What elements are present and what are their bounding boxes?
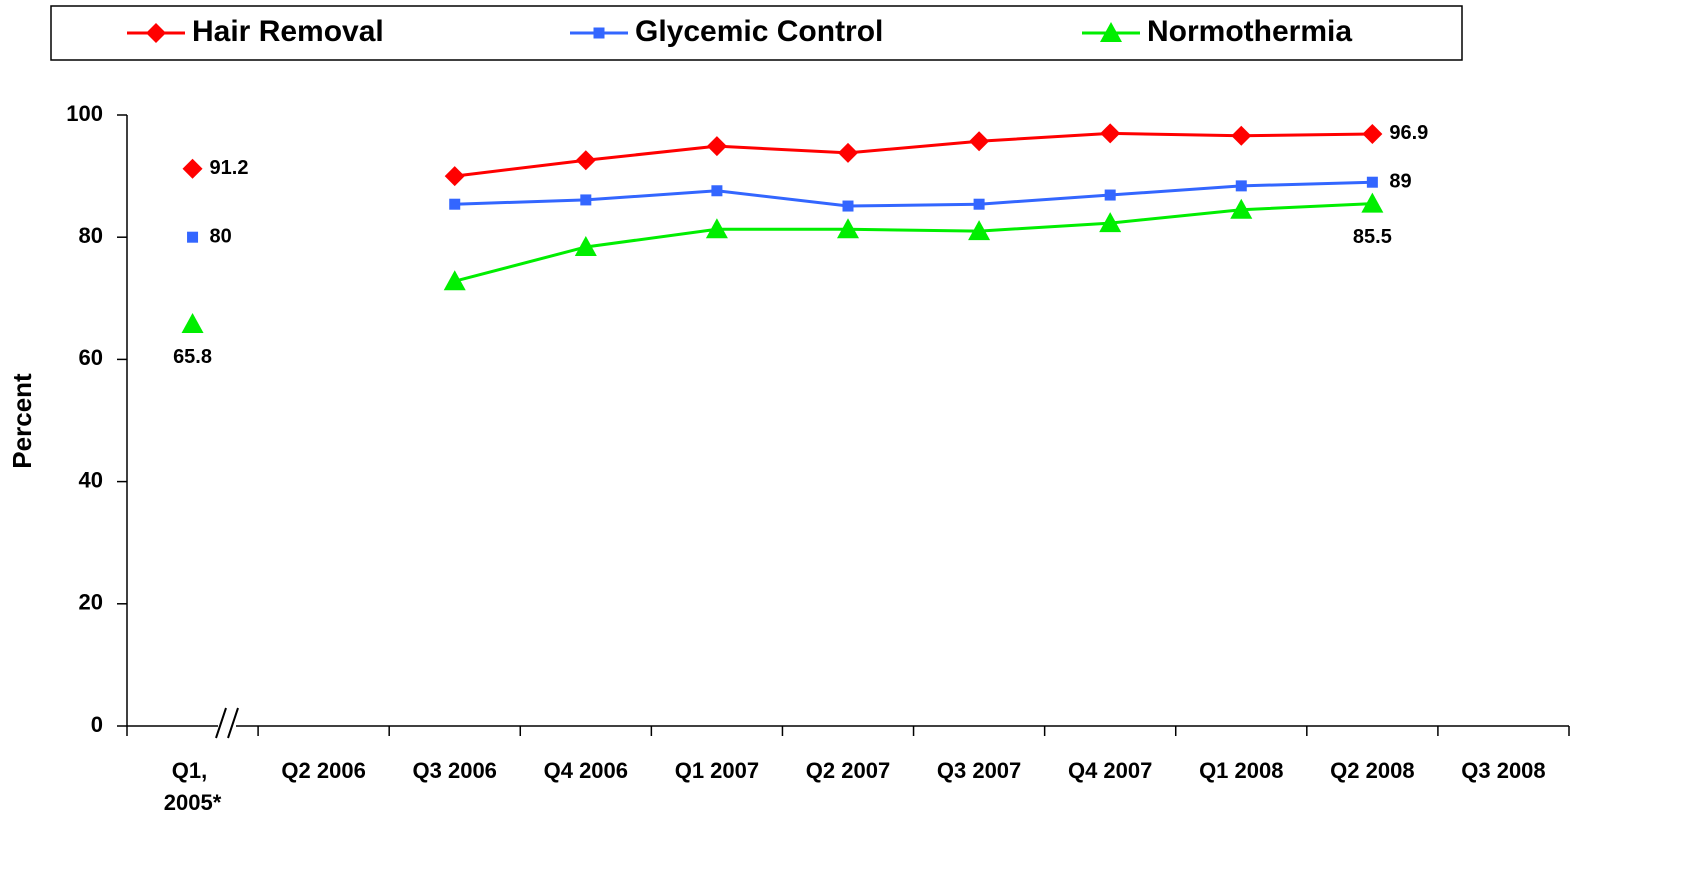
y-tick-label: 80	[79, 223, 103, 248]
x-tick-label: Q1, 2005*	[164, 758, 222, 815]
marker	[146, 23, 166, 43]
marker	[574, 235, 597, 256]
legend-label: Normothermia	[1147, 15, 1352, 48]
marker	[1231, 125, 1252, 146]
marker	[1100, 123, 1121, 144]
y-tick-label: 100	[66, 101, 103, 126]
marker	[182, 158, 203, 179]
marker	[181, 312, 204, 333]
axis-break-stroke	[227, 707, 239, 739]
marker	[575, 150, 596, 171]
data-label: 96.9	[1389, 122, 1428, 144]
x-tick-label: Q2 2006	[281, 758, 365, 783]
x-tick-label: Q3 2006	[413, 758, 497, 783]
marker	[711, 185, 723, 197]
marker	[449, 198, 461, 210]
x-tick-label: Q1 2008	[1199, 758, 1283, 783]
marker	[705, 218, 728, 239]
x-tick-label: Q3 2008	[1461, 758, 1545, 783]
marker	[968, 220, 991, 241]
axis-break-stroke	[215, 707, 227, 739]
marker	[1361, 192, 1384, 213]
marker	[837, 218, 859, 239]
marker	[973, 198, 985, 210]
axis-break	[215, 707, 239, 739]
series: 65.8 85.5	[173, 192, 1392, 368]
x-tick-label-line: 2005*	[164, 790, 222, 815]
y-tick-label: 40	[79, 467, 103, 492]
series-line	[454, 202, 1373, 283]
marker	[838, 142, 858, 163]
marker	[187, 231, 199, 243]
data-label: 85.5	[1353, 226, 1392, 248]
marker	[1235, 180, 1247, 192]
marker	[706, 136, 727, 157]
x-tick-label: Q4 2006	[544, 758, 628, 783]
y-tick-label: 60	[79, 345, 103, 370]
series: 91.2 96.9	[182, 122, 1428, 187]
marker	[1099, 212, 1122, 233]
marker	[444, 166, 465, 187]
marker	[969, 131, 990, 152]
series-line	[454, 180, 1373, 208]
marker	[1100, 22, 1122, 42]
x-tick-label: Q2 2007	[806, 758, 890, 783]
marker	[1362, 123, 1383, 144]
x-tick-label: Q2 2008	[1330, 758, 1414, 783]
y-axis-label: Percent	[7, 373, 37, 469]
x-tick-label: Q4 2007	[1068, 758, 1152, 783]
marker	[1104, 189, 1116, 201]
data-label: 89	[1389, 170, 1411, 192]
legend-label: Hair Removal	[192, 15, 384, 48]
marker	[443, 270, 466, 291]
legend-item: Glycemic Control	[570, 15, 883, 48]
legend-item: Normothermia	[1082, 15, 1352, 48]
legend-label: Glycemic Control	[635, 15, 883, 48]
marker	[580, 194, 592, 206]
data-label: 80	[210, 225, 232, 247]
legend-box	[50, 5, 1463, 61]
marker	[1366, 176, 1378, 188]
series-line	[454, 131, 1373, 178]
series: 80 89	[187, 170, 1412, 247]
marker	[842, 200, 854, 212]
x-tick-label: Q1 2007	[675, 758, 759, 783]
x-tick-label: Q3 2007	[937, 758, 1021, 783]
x-tick-label-line: Q1,	[172, 758, 214, 783]
marker	[1230, 198, 1253, 219]
legend-item: Hair Removal	[127, 15, 384, 48]
data-label: 91.2	[210, 157, 249, 179]
y-tick-label: 0	[91, 712, 103, 737]
marker	[593, 27, 605, 39]
y-tick-label: 20	[79, 590, 103, 615]
data-label: 65.8	[173, 346, 212, 368]
